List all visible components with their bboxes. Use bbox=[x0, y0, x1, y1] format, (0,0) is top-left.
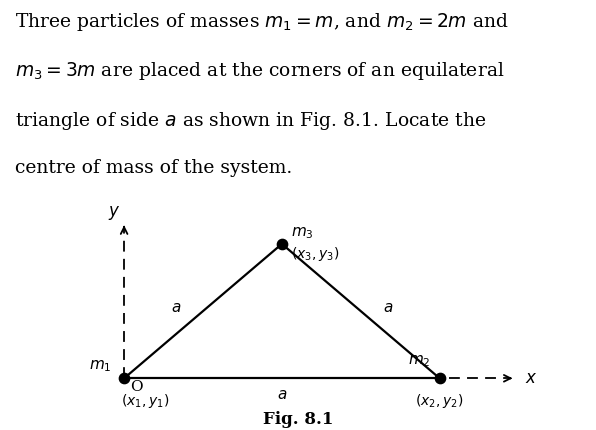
Point bbox=[119, 375, 129, 382]
Text: $(x_1, y_1)$: $(x_1, y_1)$ bbox=[121, 392, 169, 410]
Text: $a$: $a$ bbox=[383, 301, 393, 315]
Text: $(x_3, y_3)$: $(x_3, y_3)$ bbox=[291, 246, 340, 264]
Text: $x$: $x$ bbox=[525, 370, 537, 387]
Text: Fig. 8.1: Fig. 8.1 bbox=[263, 411, 333, 428]
Text: $m_2$: $m_2$ bbox=[408, 353, 430, 369]
Text: $m_1$: $m_1$ bbox=[89, 358, 111, 374]
Point bbox=[277, 240, 287, 247]
Text: O: O bbox=[131, 380, 143, 394]
Text: $y$: $y$ bbox=[108, 204, 121, 222]
Text: $m_3$: $m_3$ bbox=[291, 225, 314, 241]
Text: $a$: $a$ bbox=[170, 301, 181, 315]
Text: $m_3 = 3m$ are placed at the corners of an equilateral: $m_3 = 3m$ are placed at the corners of … bbox=[15, 60, 504, 82]
Text: triangle of side $a$ as shown in Fig. 8.1. Locate the: triangle of side $a$ as shown in Fig. 8.… bbox=[15, 110, 486, 132]
Text: Three particles of masses $m_1 = m$, and $m_2 = 2m$ and: Three particles of masses $m_1 = m$, and… bbox=[15, 11, 508, 33]
Point bbox=[435, 375, 445, 382]
Text: $(x_2, y_2)$: $(x_2, y_2)$ bbox=[415, 392, 464, 410]
Text: centre of mass of the system.: centre of mass of the system. bbox=[15, 159, 292, 177]
Text: $a$: $a$ bbox=[277, 387, 287, 402]
